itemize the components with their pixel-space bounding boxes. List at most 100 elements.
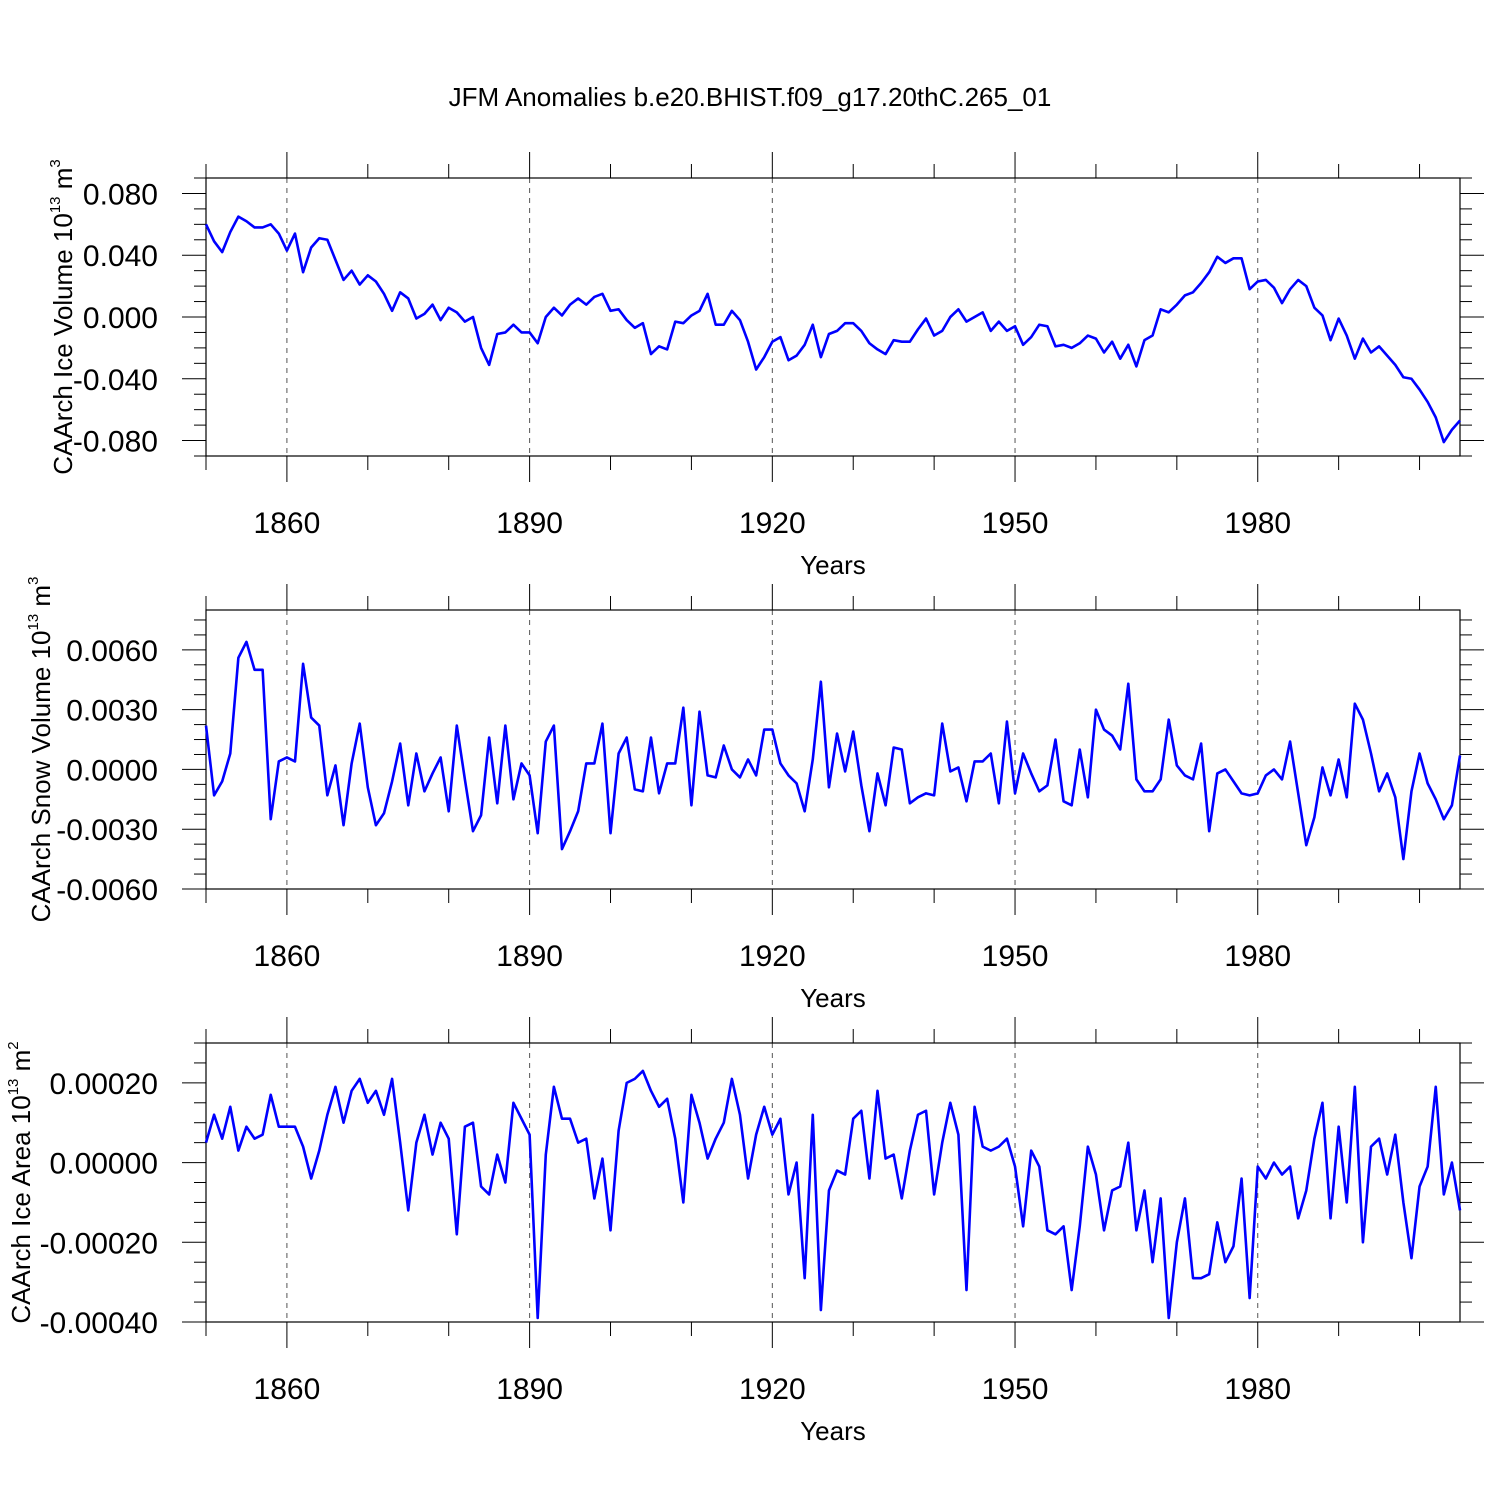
data-point-1908 — [674, 320, 677, 323]
data-point-1944 — [965, 800, 968, 803]
data-point-1960 — [1095, 708, 1098, 711]
data-point-1953 — [1038, 1165, 1041, 1168]
data-point-1961 — [1103, 728, 1106, 731]
data-point-1854 — [237, 657, 240, 660]
data-point-1877 — [423, 1113, 426, 1116]
data-point-1937 — [909, 1149, 912, 1152]
data-point-1956 — [1062, 344, 1065, 347]
data-point-1939 — [925, 792, 928, 795]
data-point-1853 — [229, 231, 232, 234]
data-point-1882 — [464, 320, 467, 323]
data-point-1951 — [1022, 752, 1025, 755]
data-point-1990 — [1337, 317, 1340, 320]
data-point-1986 — [1305, 844, 1308, 847]
data-point-1996 — [1386, 1173, 1389, 1176]
plot-frame — [205, 1042, 1461, 1323]
data-point-1988 — [1321, 314, 1324, 317]
data-point-2000 — [1418, 752, 1421, 755]
data-point-1930 — [852, 1117, 855, 1120]
data-point-1968 — [1159, 1197, 1162, 1200]
x-tick-label-1980: 1980 — [1224, 507, 1291, 540]
data-point-1924 — [803, 1277, 806, 1280]
data-point-1947 — [989, 752, 992, 755]
data-point-1850 — [205, 1141, 208, 1144]
data-point-1937 — [909, 340, 912, 343]
data-point-1858 — [269, 223, 272, 226]
data-point-1970 — [1176, 764, 1179, 767]
data-point-1944 — [965, 1289, 968, 1292]
data-point-1872 — [383, 1113, 386, 1116]
data-point-1952 — [1030, 772, 1033, 775]
data-point-1858 — [269, 818, 272, 821]
data-point-1998 — [1402, 376, 1405, 379]
data-point-1972 — [1192, 778, 1195, 781]
data-point-1900 — [609, 310, 612, 313]
data-point-1918 — [755, 1133, 758, 1136]
y-tick-label: 0.0030 — [66, 695, 158, 728]
data-point-1934 — [884, 353, 887, 356]
data-point-1922 — [787, 774, 790, 777]
data-point-1861 — [294, 232, 297, 235]
data-point-1856 — [253, 226, 256, 229]
data-point-1917 — [747, 340, 750, 343]
data-point-1936 — [900, 340, 903, 343]
data-point-1862 — [302, 271, 305, 274]
data-point-1869 — [358, 1078, 361, 1081]
y-tick-label: 0.0000 — [66, 754, 158, 787]
data-point-1866 — [334, 1086, 337, 1089]
data-point-1882 — [464, 1125, 467, 1128]
data-point-1960 — [1095, 337, 1098, 340]
data-point-1872 — [383, 293, 386, 296]
data-point-1857 — [261, 226, 264, 229]
data-point-1912 — [706, 774, 709, 777]
data-point-1963 — [1119, 1185, 1122, 1188]
data-point-1921 — [779, 1117, 782, 1120]
data-point-1910 — [690, 1094, 693, 1097]
data-point-1959 — [1087, 334, 1090, 337]
data-point-1915 — [731, 310, 734, 313]
data-point-1919 — [763, 1105, 766, 1108]
data-point-1965 — [1135, 778, 1138, 781]
data-point-1941 — [941, 1141, 944, 1144]
data-point-1870 — [367, 274, 370, 277]
data-point-1904 — [642, 790, 645, 793]
data-point-1969 — [1167, 1317, 1170, 1320]
data-point-1939 — [925, 1109, 928, 1112]
data-point-1924 — [803, 344, 806, 347]
data-point-1912 — [706, 1157, 709, 1160]
data-point-1923 — [795, 354, 798, 357]
data-point-1964 — [1127, 1141, 1130, 1144]
data-point-1884 — [480, 1185, 483, 1188]
data-point-1995 — [1378, 345, 1381, 348]
data-point-1892 — [544, 316, 547, 319]
data-point-1967 — [1151, 1261, 1154, 1264]
data-point-1991 — [1345, 334, 1348, 337]
data-point-1982 — [1273, 768, 1276, 771]
data-point-1942 — [949, 316, 952, 319]
data-point-1931 — [860, 330, 863, 333]
data-point-1875 — [407, 297, 410, 300]
data-point-1924 — [803, 810, 806, 813]
data-point-1992 — [1354, 702, 1357, 705]
data-point-1876 — [415, 752, 418, 755]
y-axis-label-unit: m — [6, 1050, 36, 1079]
data-point-1930 — [852, 730, 855, 733]
data-point-1963 — [1119, 748, 1122, 751]
data-point-1868 — [350, 762, 353, 765]
data-point-1879 — [439, 1121, 442, 1124]
data-point-1987 — [1313, 306, 1316, 309]
y-axis-label-unit-exponent: 2 — [5, 1041, 22, 1049]
data-point-1988 — [1321, 766, 1324, 769]
data-point-1880 — [447, 1137, 450, 1140]
data-point-1898 — [593, 1197, 596, 1200]
data-point-1919 — [763, 728, 766, 731]
data-point-1883 — [472, 1121, 475, 1124]
data-point-1853 — [229, 1105, 232, 1108]
data-point-1858 — [269, 1094, 272, 1097]
data-point-1968 — [1159, 308, 1162, 311]
data-point-1935 — [892, 746, 895, 749]
data-point-1855 — [245, 641, 248, 644]
data-point-1948 — [998, 802, 1001, 805]
data-point-1995 — [1378, 1137, 1381, 1140]
data-point-1981 — [1265, 1177, 1268, 1180]
